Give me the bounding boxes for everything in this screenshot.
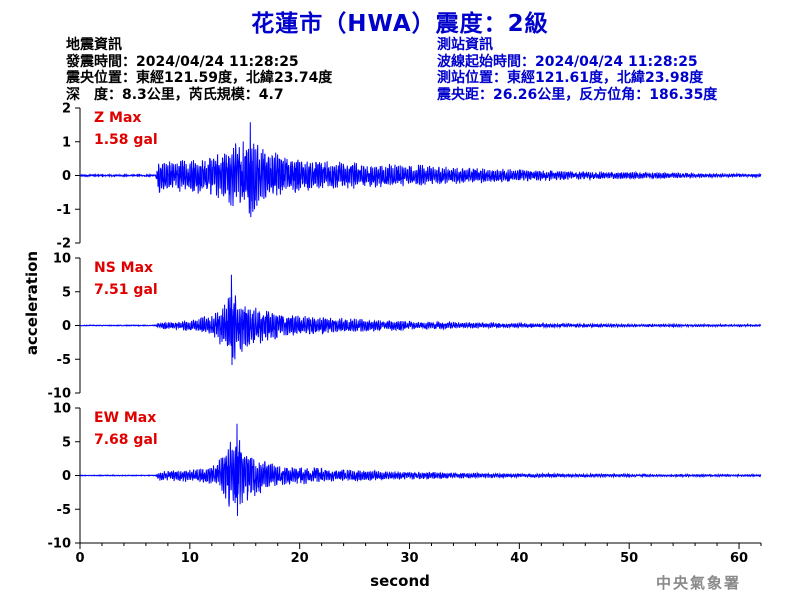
x-tick-label: 30	[400, 551, 418, 566]
y-tick-label: 2	[62, 102, 71, 117]
y-tick-label: -5	[57, 353, 71, 368]
panel-name-label: EW Max	[94, 410, 156, 426]
y-tick-label: 0	[62, 169, 71, 184]
agency-watermark: 中央氣象署	[656, 574, 742, 592]
quake-depth-magnitude: 深 度：8.3公里，芮氏規模：4.7	[66, 86, 284, 103]
station-info-heading: 測站資訊	[437, 37, 493, 53]
station-location: 測站位置：東經121.61度，北緯23.98度	[437, 70, 704, 86]
x-tick-label: 50	[620, 551, 638, 566]
y-tick-label: -5	[57, 503, 71, 518]
x-tick-label: 20	[291, 551, 309, 566]
y-tick-label: 0	[62, 469, 71, 484]
quake-time: 發震時間：2024/04/24 11:28:25	[66, 53, 299, 70]
epicentral-distance: 震央距：26.26公里，反方位角：186.35度	[437, 86, 718, 103]
y-tick-label: 0	[62, 319, 71, 334]
page-title: 花蓮市（HWA）震度：2級	[251, 11, 549, 37]
x-axis-label: second	[370, 572, 430, 590]
y-tick-label: 5	[62, 435, 71, 450]
panel-max-value: 7.51 gal	[94, 282, 158, 298]
panel-max-value: 7.68 gal	[94, 432, 158, 448]
panel-name-label: NS Max	[94, 260, 153, 276]
x-tick-label: 40	[510, 551, 528, 566]
panel-max-value: 1.58 gal	[94, 132, 158, 148]
y-tick-label: -10	[48, 387, 72, 402]
panel-name-label: Z Max	[94, 110, 141, 126]
y-tick-label: 5	[62, 285, 71, 300]
y-axis-label: acceleration	[23, 251, 41, 355]
y-tick-label: -10	[48, 537, 72, 552]
trace-ew	[79, 423, 762, 516]
station-info-block: 測站資訊 波線起始時間：2024/04/24 11:28:25 測站位置：東經1…	[437, 37, 717, 103]
x-tick-label: 60	[730, 551, 748, 566]
x-tick-label: 10	[181, 551, 199, 566]
y-tick-label: 10	[53, 402, 71, 417]
y-tick-label: -1	[57, 203, 71, 218]
trace-ns	[79, 274, 762, 366]
quake-epicenter: 震央位置：東經121.59度，北緯23.74度	[66, 70, 333, 86]
quake-info-heading: 地震資訊	[66, 37, 122, 53]
wave-start-time: 波線起始時間：2024/04/24 11:28:25	[437, 53, 698, 70]
y-tick-label: 10	[53, 252, 71, 267]
quake-info-block: 地震資訊 發震時間：2024/04/24 11:28:25 震央位置：東經121…	[66, 37, 332, 103]
y-tick-label: -2	[57, 237, 71, 252]
y-tick-label: 1	[62, 135, 71, 150]
trace-z	[80, 122, 762, 218]
x-tick-label: 0	[75, 551, 84, 566]
